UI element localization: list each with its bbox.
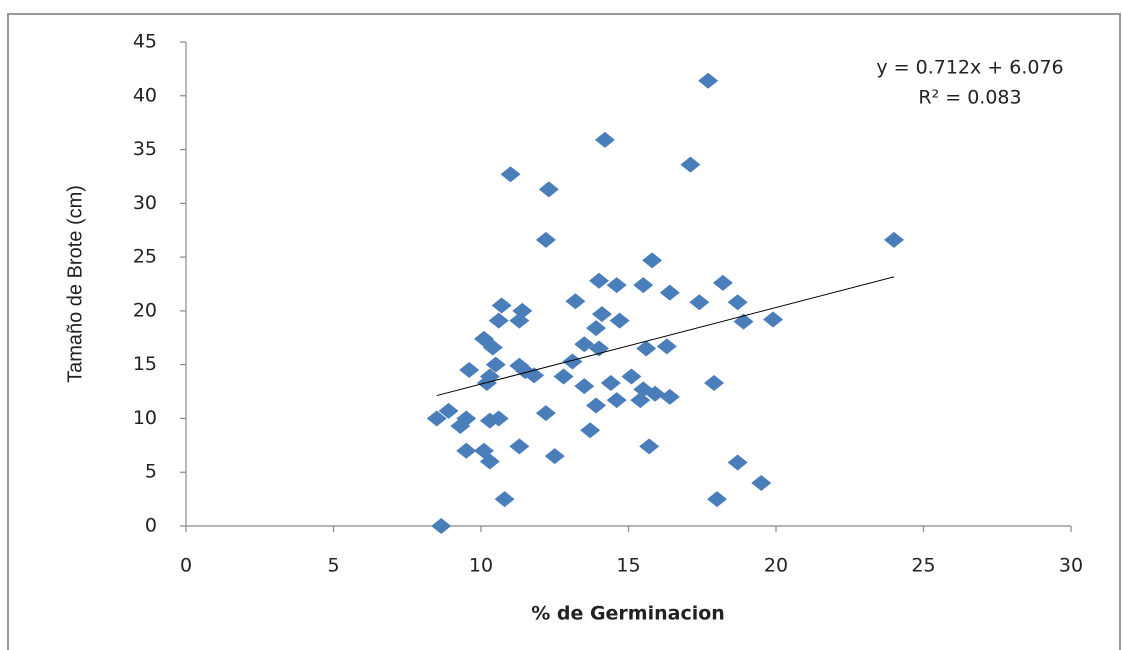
data-point (659, 388, 680, 405)
data-point (473, 442, 494, 459)
data-point (509, 438, 530, 455)
data-point (535, 405, 556, 422)
x-axis-title: % de Germinacion (531, 603, 725, 625)
data-point (431, 518, 452, 534)
data-point (727, 294, 748, 311)
data-point (586, 320, 607, 337)
data-point (600, 374, 621, 391)
data-point (698, 72, 719, 89)
data-point (751, 474, 772, 491)
data-point (494, 491, 515, 508)
data-point (727, 454, 748, 471)
data-point (633, 277, 654, 294)
data-point (884, 231, 904, 248)
data-point (594, 131, 615, 148)
data-point (438, 402, 459, 419)
data-point (574, 378, 595, 395)
data-point (591, 306, 612, 323)
x-tick-label: 0 (180, 555, 192, 577)
data-point (574, 336, 595, 353)
data-point (488, 410, 509, 427)
data-point (712, 274, 733, 291)
data-point (636, 340, 657, 357)
data-point (426, 410, 447, 427)
data-point (580, 422, 601, 439)
trend-equation: y = 0.712x + 6.076 (876, 57, 1063, 79)
y-tick-label: 25 (133, 246, 157, 268)
data-point (633, 381, 654, 398)
x-tick-label: 10 (469, 555, 493, 577)
y-tick-label: 30 (133, 192, 157, 214)
y-tick-label: 40 (133, 84, 157, 106)
data-point (459, 362, 480, 379)
data-point (586, 397, 607, 414)
data-point (642, 252, 663, 269)
data-point (689, 294, 710, 311)
data-point (606, 277, 627, 294)
data-point (512, 302, 533, 319)
y-tick-label: 15 (133, 353, 157, 375)
data-point (639, 438, 660, 455)
y-tick-label: 0 (145, 515, 157, 537)
data-point (500, 166, 521, 183)
data-point (621, 368, 642, 385)
data-point (456, 442, 477, 459)
y-tick-label: 35 (133, 138, 157, 160)
data-point (553, 368, 574, 385)
trendline (436, 276, 895, 397)
data-point (488, 312, 509, 329)
data-point (659, 284, 680, 301)
data-point (763, 311, 784, 328)
y-tick-label: 45 (133, 31, 157, 53)
data-point (485, 356, 506, 373)
chart-frame (7, 13, 1121, 650)
data-point (482, 339, 503, 356)
x-tick-label: 15 (616, 555, 640, 577)
data-point (456, 410, 477, 427)
data-point (630, 392, 651, 409)
data-point (707, 491, 727, 508)
data-point (538, 181, 559, 198)
data-point (704, 374, 725, 391)
data-point (535, 231, 556, 248)
data-point (515, 363, 536, 380)
trend-r2: R² = 0.083 (918, 87, 1021, 109)
data-point (544, 448, 565, 465)
data-point (491, 297, 512, 314)
x-tick-label: 25 (911, 555, 935, 577)
data-point (562, 353, 583, 370)
y-tick-label: 10 (133, 407, 157, 429)
x-tick-label: 20 (764, 555, 788, 577)
data-point (565, 293, 586, 310)
data-point (606, 392, 627, 409)
x-tick-label: 5 (327, 555, 339, 577)
x-tick-label: 30 (1059, 555, 1083, 577)
y-tick-label: 5 (145, 461, 157, 483)
data-point (656, 338, 677, 355)
y-axis-title: Tamaño de Brote (cm) (64, 185, 86, 383)
data-point (609, 312, 630, 329)
data-point (589, 272, 609, 289)
y-tick-label: 20 (133, 299, 157, 321)
data-point (680, 156, 701, 173)
